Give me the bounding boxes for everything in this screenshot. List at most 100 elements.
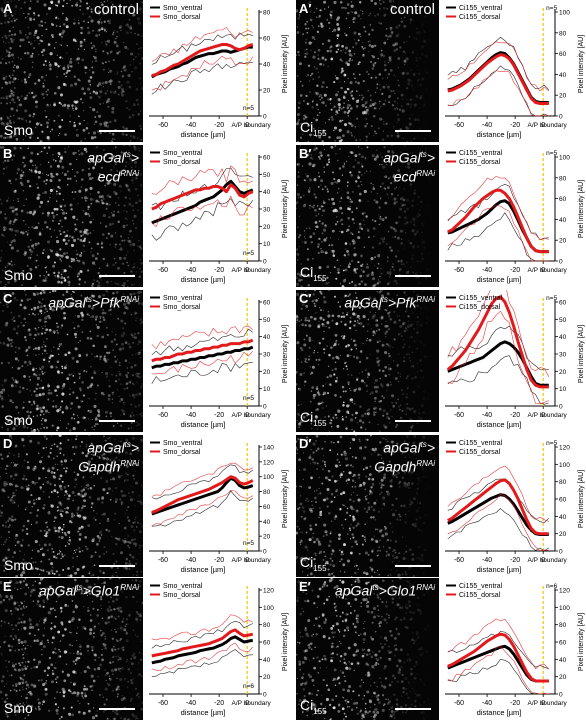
ventral-sd-line [448, 66, 549, 116]
x-axis-label: distance [µm] [181, 275, 226, 284]
x-axis-label: distance [µm] [477, 420, 522, 429]
y-tick-label: 30 [263, 352, 271, 359]
stain-text: Ci [300, 119, 313, 135]
x-tick-label: -60 [158, 412, 168, 419]
stain-text: Smo [4, 700, 33, 716]
scale-bar [395, 275, 431, 277]
x-tick-label: -20 [510, 700, 520, 707]
legend-label-ventral: Ci155_ventral [459, 583, 503, 590]
ventral-sd-line [448, 659, 549, 694]
title-main: apGal [39, 583, 76, 599]
stain-label: Smo [4, 412, 33, 428]
x-axis-label: distance [µm] [477, 275, 522, 284]
y-tick-label: 0 [559, 404, 563, 411]
dorsal-sd-line [152, 351, 253, 374]
n-label: n=6 [546, 583, 557, 590]
stain-sub: 155 [313, 564, 326, 573]
stain-text: Smo [4, 557, 33, 573]
y-tick-label: 0 [263, 404, 267, 411]
y-axis-label: Pixel intensity [AU] [578, 470, 585, 528]
stain-label: Ci155 [300, 554, 327, 573]
x-tick-label: -40 [186, 122, 196, 129]
panel-label: C [3, 291, 12, 306]
x-tick-label: -40 [186, 700, 196, 707]
genotype-title: apGalts>GapdhRNAi [78, 437, 139, 474]
title-sup2: RNAi [416, 583, 435, 592]
genotype-title: apGalts>Glo1RNAi [335, 580, 435, 599]
y-tick-label: 10 [559, 386, 567, 393]
panel-label: C′ [299, 291, 312, 306]
title-main: apGal [48, 295, 85, 311]
x-tick-label: -60 [454, 267, 464, 274]
stain-text: Smo [4, 412, 33, 428]
panel-label: E′ [299, 579, 311, 594]
genotype-title: control [390, 2, 435, 18]
scale-bar [99, 708, 135, 710]
y-tick-label: 50 [559, 317, 567, 324]
panel-label: E [3, 579, 12, 594]
x-tick-label: -60 [454, 122, 464, 129]
scale-bar [99, 130, 135, 132]
ventral-mean-line [152, 478, 253, 514]
y-tick-label: 80 [559, 622, 567, 629]
stain-label: Ci155 [300, 119, 327, 138]
y-tick-label: 20 [263, 224, 271, 231]
y-axis-label: Pixel intensity [AU] [282, 613, 289, 671]
ventral-mean-line [448, 495, 549, 535]
y-tick-label: 20 [263, 534, 271, 541]
genotype-title: apGalts>PfkRNAi [344, 292, 435, 311]
ap-boundary-label: A/P boundary [528, 267, 568, 274]
genotype-title: apGalts>ecdRNAi [87, 147, 139, 184]
y-tick-label: 60 [559, 300, 567, 307]
micrograph-texture [0, 0, 143, 142]
dorsal-mean-line [448, 55, 549, 104]
n-label: n=5 [546, 295, 557, 302]
x-tick-label: -20 [510, 412, 520, 419]
y-tick-label: 20 [559, 93, 567, 100]
x-tick-label: -40 [482, 412, 492, 419]
title-after: >Pfk [388, 295, 416, 311]
y-tick-label: 40 [263, 334, 271, 341]
x-axis-label: distance [µm] [181, 130, 226, 139]
scale-bar [99, 420, 135, 422]
title2-main: ecd [394, 168, 417, 184]
y-tick-label: 0 [559, 549, 563, 556]
y-axis-label: Pixel intensity [AU] [282, 35, 289, 93]
y-tick-label: 30 [559, 352, 567, 359]
title2-sup: RNAi [416, 169, 435, 178]
y-tick-label: 40 [263, 189, 271, 196]
title2-main: ecd [98, 168, 121, 184]
ap-boundary-label: A/P boundary [232, 412, 272, 419]
y-axis-label: Pixel intensity [AU] [578, 613, 585, 671]
y-tick-label: 60 [263, 504, 271, 511]
y-tick-label: 20 [263, 369, 271, 376]
y-tick-label: 60 [559, 497, 567, 504]
title-sup2: RNAi [120, 583, 139, 592]
stain-label: Ci155 [300, 264, 327, 283]
x-axis-label: distance [µm] [477, 565, 522, 574]
n-label: n=5 [243, 250, 254, 257]
dorsal-sd-line [448, 311, 549, 404]
y-tick-label: 80 [559, 30, 567, 37]
y-tick-label: 10 [263, 241, 271, 248]
genotype-title: control [94, 2, 139, 18]
title2-sup: RNAi [416, 459, 435, 468]
n-label: n=5 [243, 105, 254, 112]
dorsal-mean-line [152, 477, 253, 513]
x-tick-label: -20 [510, 557, 520, 564]
legend-label-ventral: Ci155_ventral [459, 440, 503, 447]
legend-label-ventral: Smo_ventral [163, 5, 203, 12]
dorsal-sd-line [448, 494, 549, 551]
dorsal-mean-line [448, 634, 549, 681]
